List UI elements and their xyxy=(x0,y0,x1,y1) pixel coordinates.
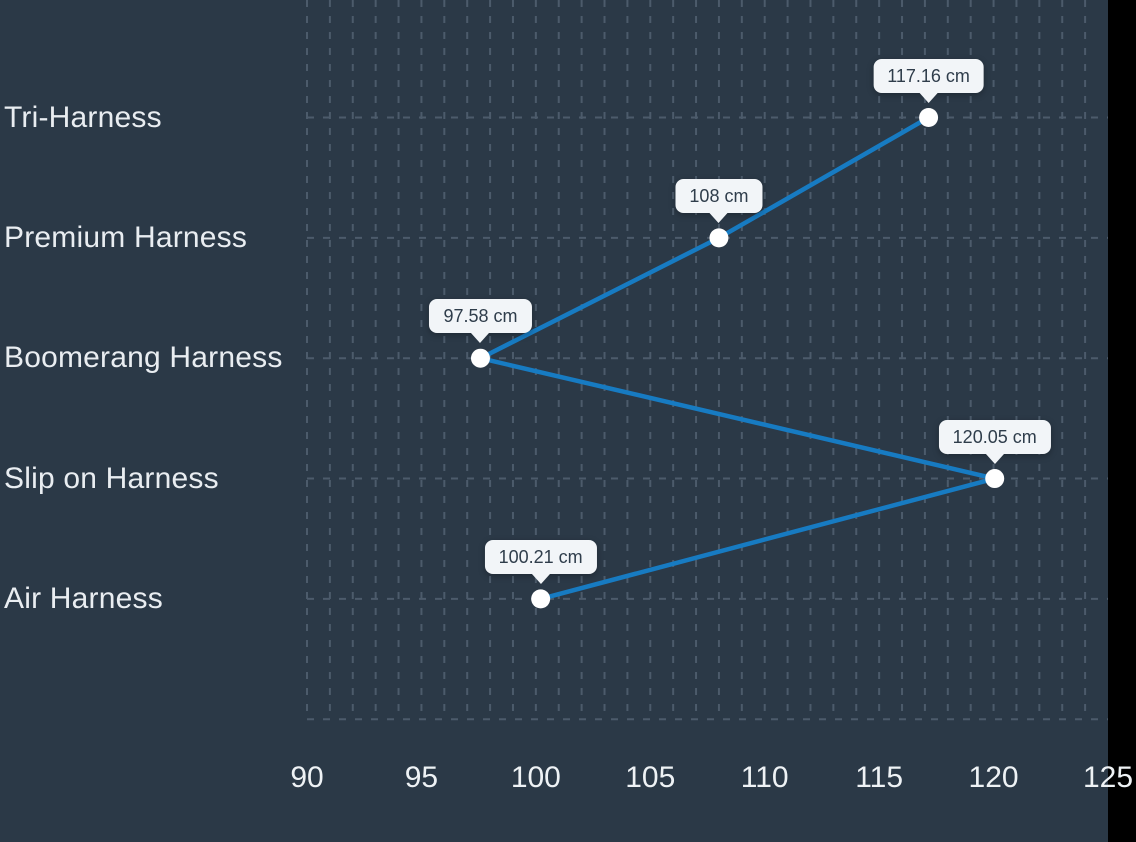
point-value-tooltip: 120.05 cm xyxy=(938,419,1051,454)
point-value-tooltip: 117.16 cm xyxy=(873,58,984,93)
data-point[interactable] xyxy=(470,348,490,368)
x-tick-label: 110 xyxy=(740,761,789,794)
x-tick-label: 115 xyxy=(855,761,904,794)
x-tick-label: 95 xyxy=(404,761,439,794)
data-point[interactable] xyxy=(531,589,551,609)
point-value-tooltip: 108 cm xyxy=(675,178,763,213)
category-label: Air Harness xyxy=(4,581,163,615)
chart-background xyxy=(0,0,1108,842)
point-value-tooltip: 100.21 cm xyxy=(484,539,597,574)
x-tick-label: 125 xyxy=(1082,761,1134,794)
data-point[interactable] xyxy=(709,228,729,248)
x-tick-label: 100 xyxy=(510,761,561,794)
data-point[interactable] xyxy=(919,108,939,127)
x-tick-label: 120 xyxy=(968,761,1019,794)
x-tick-label: 105 xyxy=(625,761,676,794)
category-label: Boomerang Harness xyxy=(4,341,283,375)
category-label: Premium Harness xyxy=(4,220,248,254)
category-label: Slip on Harness xyxy=(4,461,219,495)
category-label: Tri-Harness xyxy=(4,100,162,134)
point-value-tooltip: 97.58 cm xyxy=(429,299,532,334)
x-tick-label: 90 xyxy=(290,761,324,794)
data-point[interactable] xyxy=(985,469,1005,489)
